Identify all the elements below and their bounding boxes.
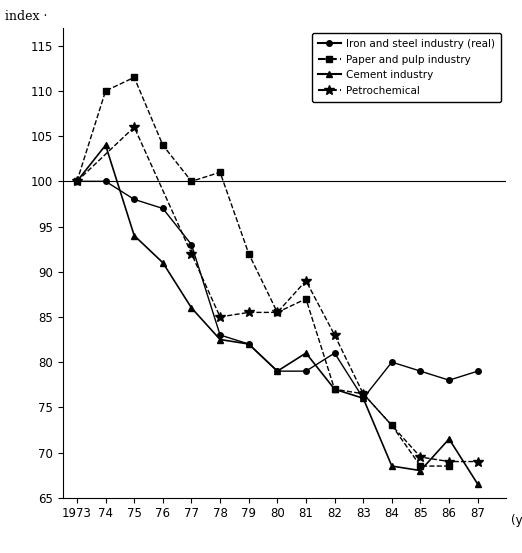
Legend: Iron and steel industry (real), Paper and pulp industry, Cement industry, Petroc: Iron and steel industry (real), Paper an… xyxy=(312,33,501,102)
Text: (year): (year) xyxy=(511,514,522,527)
Text: index ·: index · xyxy=(5,10,48,23)
